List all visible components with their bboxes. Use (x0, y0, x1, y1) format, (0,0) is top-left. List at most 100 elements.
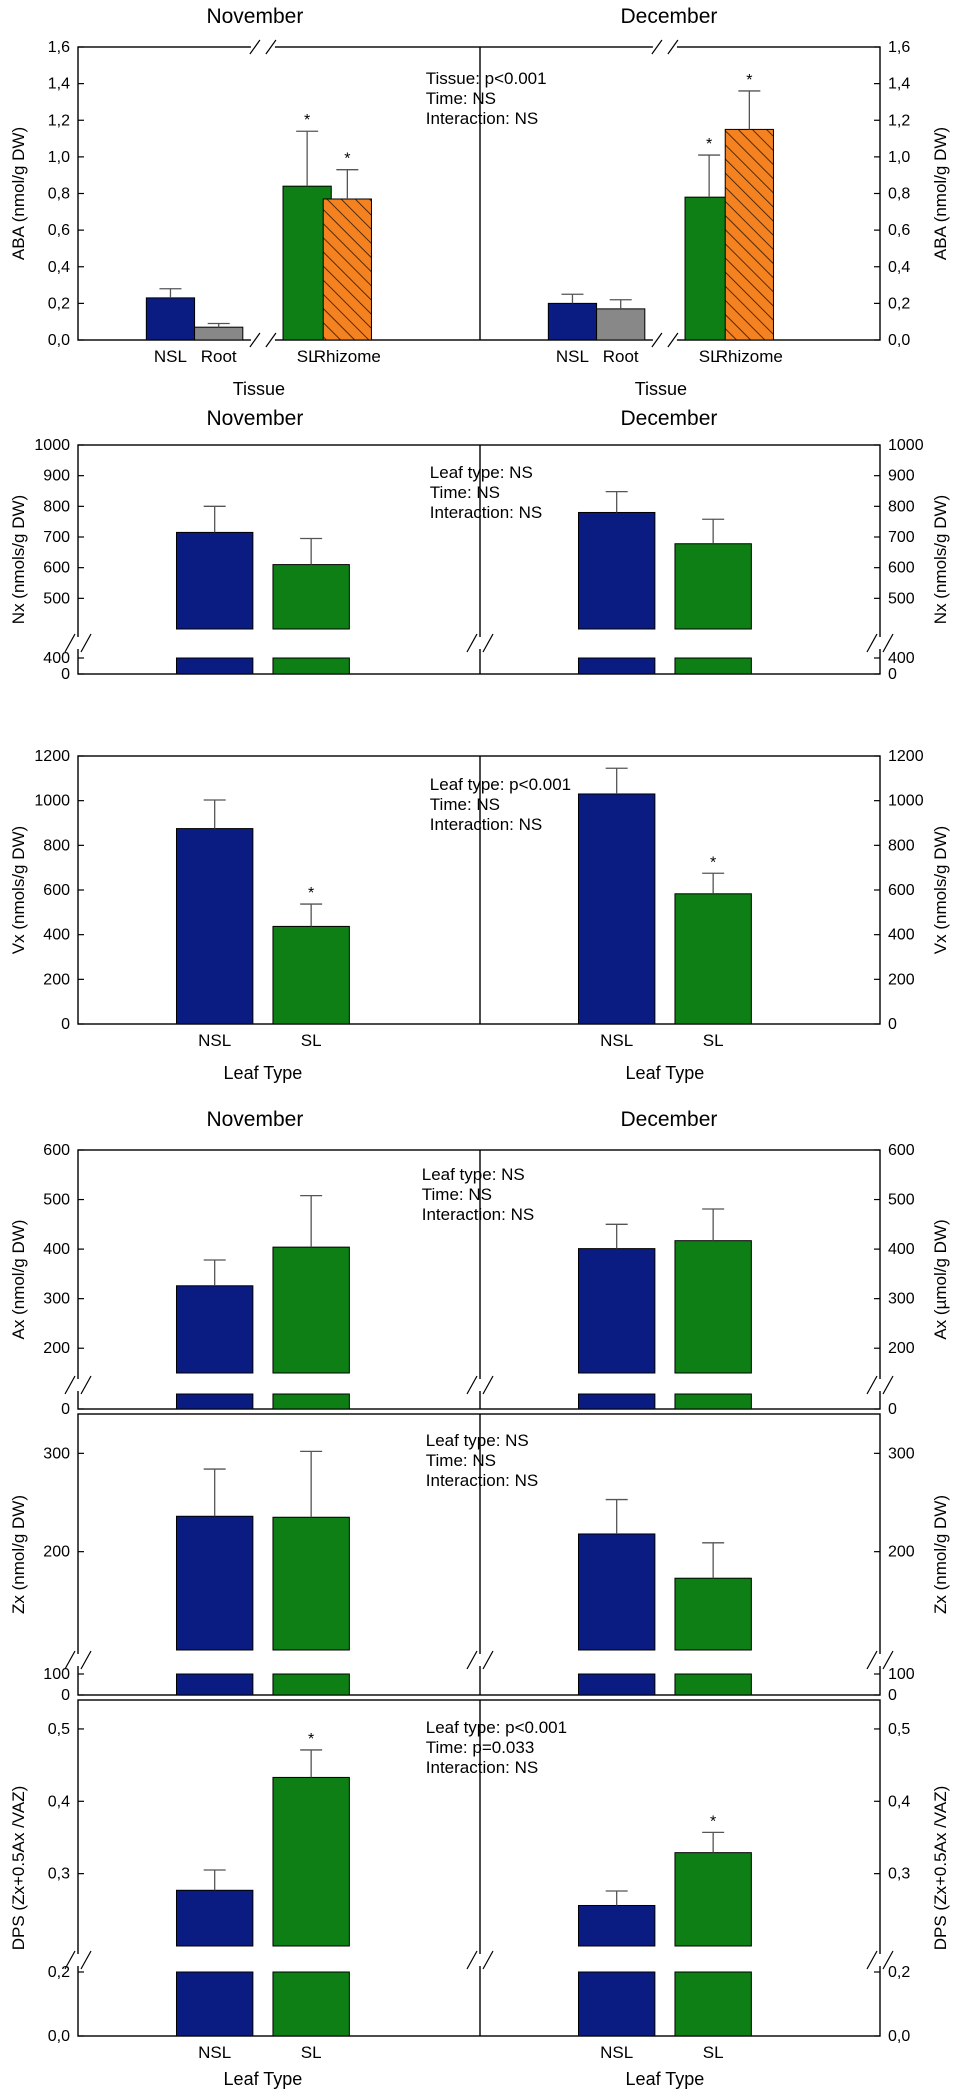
x-axis-break-slash (265, 332, 277, 348)
y-tick-label-right: 0,0 (888, 2028, 910, 2045)
plot-frame (77, 1149, 881, 1410)
y-axis-title-left: Nx (nmols/g DW) (9, 495, 28, 624)
bar-aba-november-rhizome (322, 198, 372, 341)
top-axis-break-gap (652, 43, 677, 51)
x-tick-label: NSL (198, 2043, 231, 2062)
y-axis-title-left: Zx (nmol/g DW) (9, 1495, 28, 1614)
chart-vx: 0 0 200 200 400 400 600 600 800 800 1000 1000 1200 12… (9, 748, 950, 1083)
x-tick-label: NSL (154, 347, 187, 366)
month-title-right: December (621, 407, 718, 430)
bar-ax-november-sl-lower (272, 1393, 350, 1410)
bar-dps-december-nsl (577, 1904, 656, 1947)
x-axis-title: Leaf Type (224, 1063, 303, 1083)
y-tick-label-left: 200 (43, 1544, 70, 1561)
y-tick-label-left: 0 (61, 1687, 70, 1704)
axis-break-slash (466, 1650, 478, 1670)
y-tick-label-left: 0 (61, 666, 70, 683)
stats-annotation: Time: p=0.033 (426, 1738, 535, 1757)
bar-vx-december-sl (674, 893, 752, 1025)
y-tick-label-right: 0 (888, 1016, 897, 1033)
y-tick-label-left: 300 (43, 1445, 70, 1462)
axis-break-slash (466, 1375, 478, 1395)
top-axis-break-gap (250, 43, 275, 51)
y-axis-title-right: ABA (nmol/g DW) (931, 127, 950, 260)
stats-annotation: Leaf type: NS (430, 463, 533, 482)
y-axis-title-left: DPS (Zx+0.5Ax /VAZ) (9, 1786, 28, 1951)
y-tick-label-left: 300 (43, 1291, 70, 1308)
bar-aba-december-nsl (547, 302, 598, 341)
y-tick-label-left: 0,2 (48, 1964, 70, 1981)
x-tick-label: Rhizome (314, 347, 381, 366)
bar-nx-november-nsl-lower (175, 657, 254, 675)
y-axis-title-right: Zx (nmol/g DW) (931, 1495, 950, 1614)
bar-zx-december-sl-lower (674, 1673, 752, 1696)
stats-annotation: Interaction: NS (430, 815, 542, 834)
y-tick-label-left: 500 (43, 1192, 70, 1209)
y-tick-label-right: 800 (888, 837, 915, 854)
stats-annotation: Time: NS (426, 1451, 496, 1470)
y-axis-title-right: Ax (µmol/g DW) (931, 1219, 950, 1339)
y-tick-label-right: 1,4 (888, 76, 910, 93)
y-tick-label-left: 800 (43, 837, 70, 854)
axis-break-slash (80, 1950, 92, 1970)
y-tick-label-left: 600 (43, 882, 70, 899)
stats-annotation: Interaction: NS (422, 1205, 534, 1224)
y-tick-label-right: 600 (888, 882, 915, 899)
x-tick-label: Root (201, 347, 237, 366)
y-tick-label-right: 0,2 (888, 295, 910, 312)
x-tick-label: SL (703, 1031, 724, 1050)
significance-star: * (710, 1813, 716, 1830)
y-tick-label-right: 700 (888, 529, 915, 546)
month-title-left: November (206, 407, 303, 430)
bar-dps-december-sl (674, 1852, 752, 1947)
y-tick-label-right: 400 (888, 650, 915, 667)
x-axis-title: Leaf Type (224, 2069, 303, 2089)
bar-dps-november-nsl (175, 1889, 254, 1947)
y-tick-label-left: 0,2 (48, 295, 70, 312)
bar-aba-november-nsl (145, 297, 196, 341)
x-tick-label: Rhizome (716, 347, 783, 366)
x-axis-title: Tissue (233, 379, 285, 399)
y-tick-label-left: 200 (43, 971, 70, 988)
y-tick-label-right: 0,2 (888, 1964, 910, 1981)
bar-ax-november-sl (272, 1246, 350, 1374)
y-tick-label-left: 0,3 (48, 1866, 70, 1883)
axis-break-slash (64, 1950, 76, 1970)
x-axis-break-gap (250, 336, 275, 344)
y-tick-label-left: 500 (43, 590, 70, 607)
y-tick-label-right: 500 (888, 590, 915, 607)
axis-break-slash (466, 1950, 478, 1970)
axis-break-slash (64, 1375, 76, 1395)
top-axis-break-slash (249, 39, 261, 55)
y-tick-label-right: 1000 (888, 437, 924, 454)
stats-annotation: Interaction: NS (426, 1758, 538, 1777)
stats-annotation: Time: NS (430, 795, 500, 814)
y-tick-label-left: 1000 (34, 793, 70, 810)
x-axis-break-gap (652, 336, 677, 344)
x-tick-label: NSL (556, 347, 589, 366)
bar-nx-december-sl (674, 543, 752, 630)
bar-vx-november-nsl (175, 828, 254, 1025)
y-tick-label-left: 1200 (34, 748, 70, 765)
bar-ax-december-nsl-lower (577, 1393, 656, 1410)
y-tick-label-left: 800 (43, 498, 70, 515)
y-tick-label-left: 0,5 (48, 1721, 70, 1738)
stats-annotation: Tissue: p<0.001 (426, 69, 547, 88)
y-tick-label-left: 200 (43, 1340, 70, 1357)
y-axis-title-left: Vx (nmols/g DW) (9, 826, 28, 954)
x-tick-label: NSL (600, 2043, 633, 2062)
axis-break-slash (882, 1375, 894, 1395)
stats-annotation: Interaction: NS (430, 503, 542, 522)
chart-dps: 0,0 0,0 0,2 0,2 0,3 0,3 0,4 0,4 0,5 0,5 DPS (Zx+0.… (9, 1699, 950, 2089)
y-tick-label-left: 1000 (34, 437, 70, 454)
bar-dps-november-sl (272, 1776, 350, 1947)
y-axis-title-right: Nx (nmols/g DW) (931, 495, 950, 624)
axis-break-slash (866, 1950, 878, 1970)
plot-frame (77, 1699, 881, 2037)
bar-zx-november-nsl (175, 1515, 254, 1651)
y-tick-label-right: 1,2 (888, 112, 910, 129)
bar-ax-november-nsl (175, 1285, 254, 1374)
bar-ax-november-nsl-lower (175, 1393, 254, 1410)
